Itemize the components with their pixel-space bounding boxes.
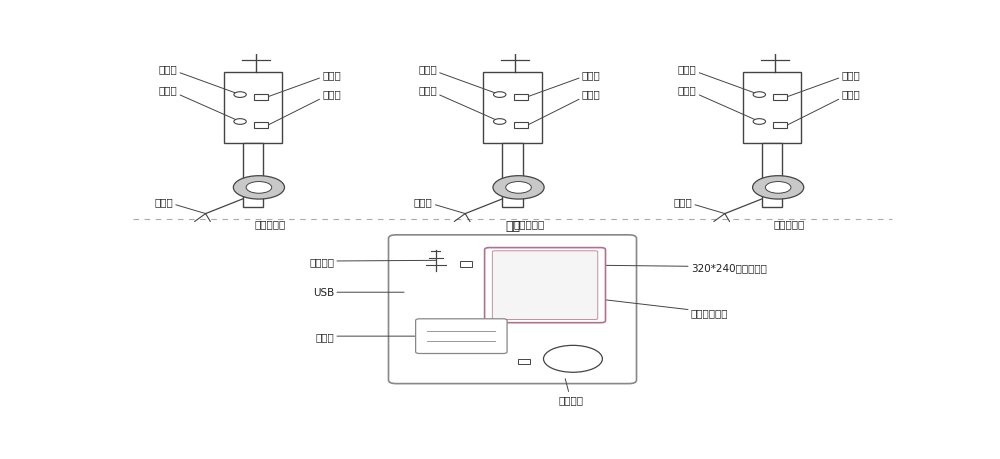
Bar bbox=[254, 94, 268, 101]
Text: 运行键: 运行键 bbox=[528, 69, 601, 97]
Text: 运行灯: 运行灯 bbox=[159, 64, 240, 95]
Circle shape bbox=[765, 182, 791, 194]
Text: 测试线: 测试线 bbox=[414, 197, 465, 214]
Text: 确认灯: 确认灯 bbox=[418, 85, 500, 122]
Circle shape bbox=[234, 119, 246, 125]
Text: 电源开关: 电源开关 bbox=[558, 379, 583, 404]
Text: USB: USB bbox=[313, 288, 404, 297]
Text: 天线: 天线 bbox=[0, 458, 1, 459]
Text: 运行灯: 运行灯 bbox=[418, 64, 500, 95]
Circle shape bbox=[753, 119, 766, 125]
Text: 旋转操作鼠标: 旋转操作鼠标 bbox=[601, 300, 728, 317]
Text: 确认灯: 确认灯 bbox=[678, 85, 759, 122]
Text: 主机: 主机 bbox=[505, 219, 520, 233]
Circle shape bbox=[233, 176, 284, 200]
Text: 测试电流钳: 测试电流钳 bbox=[514, 218, 545, 228]
Text: 确认键: 确认键 bbox=[787, 89, 860, 126]
Text: 运行灯: 运行灯 bbox=[678, 64, 759, 95]
Bar bbox=[514, 94, 528, 101]
Text: 确认灯: 确认灯 bbox=[159, 85, 240, 122]
Bar bbox=[518, 359, 530, 364]
Text: 测试线: 测试线 bbox=[674, 197, 725, 214]
FancyBboxPatch shape bbox=[492, 251, 598, 320]
Text: 测试电流钳: 测试电流钳 bbox=[254, 218, 286, 228]
Bar bbox=[243, 143, 263, 207]
Text: 测试电流钳: 测试电流钳 bbox=[774, 218, 805, 228]
Text: 测试线: 测试线 bbox=[154, 197, 206, 214]
Bar bbox=[514, 123, 528, 129]
Bar bbox=[762, 143, 782, 207]
Bar bbox=[743, 73, 801, 143]
Circle shape bbox=[544, 346, 602, 372]
Text: 运行键: 运行键 bbox=[787, 69, 860, 97]
Circle shape bbox=[753, 176, 804, 200]
Circle shape bbox=[234, 93, 246, 98]
Circle shape bbox=[246, 182, 272, 194]
Text: 打印机: 打印机 bbox=[316, 331, 420, 341]
Text: 天线: 天线 bbox=[0, 458, 1, 459]
Text: 运行键: 运行键 bbox=[268, 69, 341, 97]
Bar bbox=[483, 73, 542, 143]
FancyBboxPatch shape bbox=[388, 235, 637, 384]
Bar bbox=[224, 73, 282, 143]
Bar bbox=[773, 94, 787, 101]
Bar bbox=[460, 262, 472, 267]
Bar bbox=[502, 143, 523, 207]
Circle shape bbox=[493, 176, 544, 200]
FancyBboxPatch shape bbox=[485, 248, 606, 323]
Bar bbox=[254, 123, 268, 129]
Text: 320*240液晶显示器: 320*240液晶显示器 bbox=[601, 262, 767, 272]
Text: 无线天线: 无线天线 bbox=[309, 257, 436, 267]
Circle shape bbox=[753, 93, 766, 98]
Circle shape bbox=[494, 119, 506, 125]
Text: 确认键: 确认键 bbox=[268, 89, 341, 126]
Text: 确认键: 确认键 bbox=[528, 89, 601, 126]
Circle shape bbox=[494, 93, 506, 98]
Bar bbox=[773, 123, 787, 129]
Circle shape bbox=[506, 182, 531, 194]
Text: 天线: 天线 bbox=[0, 458, 1, 459]
FancyBboxPatch shape bbox=[416, 319, 507, 354]
